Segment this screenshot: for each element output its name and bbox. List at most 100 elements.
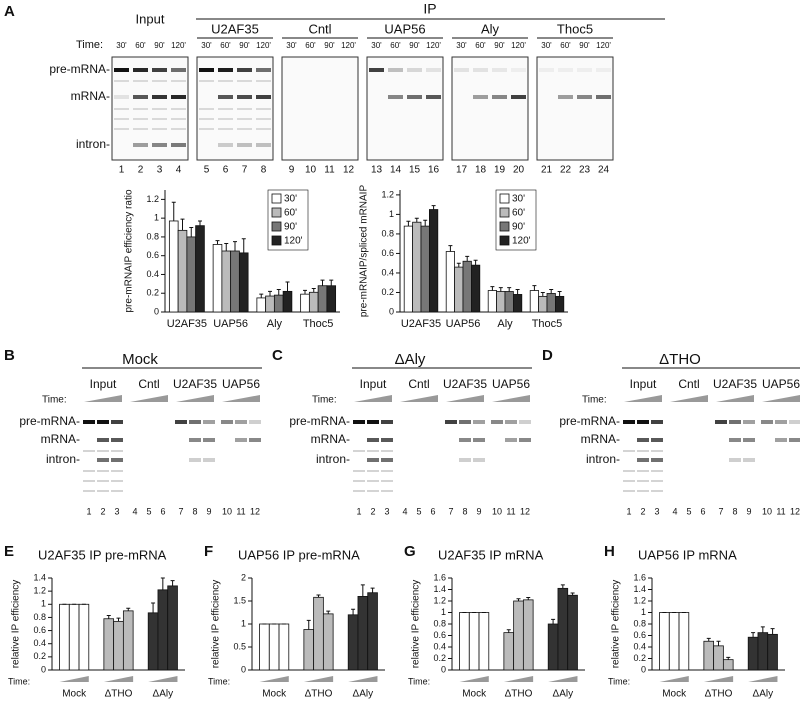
legend-label: 120' [512, 236, 531, 247]
error-bar [171, 201, 176, 221]
faint-band [97, 490, 109, 492]
lane-number: 12 [343, 165, 355, 176]
time-wedge [670, 395, 708, 402]
group-label: UAP56 [762, 377, 800, 391]
bar [678, 612, 690, 671]
bar [555, 295, 565, 313]
y-tick-label: 0.6 [433, 630, 446, 640]
faint-band [83, 490, 95, 492]
time-label: Time: [8, 676, 30, 686]
time-label: Time: [208, 676, 230, 686]
band [189, 458, 201, 462]
band [114, 68, 129, 72]
group-label: U2AF35 [211, 21, 259, 36]
error-bar [490, 286, 495, 291]
faint-band [651, 480, 663, 482]
y-axis-label: relative IP efficiency [411, 580, 422, 669]
faint-band [623, 480, 635, 482]
lane-number: 24 [598, 165, 610, 176]
bar [278, 623, 290, 671]
group-label: UAP56 [384, 21, 425, 36]
lane-number: 13 [371, 165, 383, 176]
error-bar [516, 598, 521, 601]
time-wedge [148, 676, 178, 682]
faint-band [218, 80, 233, 82]
y-tick-label: 1 [41, 599, 46, 609]
band [492, 68, 507, 72]
time-wedge [354, 395, 392, 402]
legend-swatch [499, 193, 510, 204]
band [203, 420, 215, 424]
error-bar [526, 597, 531, 600]
faint-band [111, 490, 123, 492]
faint-band [133, 80, 148, 82]
faint-band [651, 470, 663, 472]
time-tick: 120' [426, 41, 441, 50]
error-bar [570, 592, 575, 596]
lane-number: 12 [250, 506, 260, 516]
time-wedge [762, 395, 800, 402]
error-bar [326, 610, 331, 614]
bar [78, 603, 90, 671]
panel-letter: H [604, 543, 615, 560]
error-bar [320, 279, 325, 286]
time-wedge [659, 676, 689, 682]
error-bar [268, 290, 272, 297]
faint-band [152, 118, 167, 120]
band [388, 95, 403, 99]
bar [147, 612, 159, 671]
lane-number: 2 [138, 165, 144, 176]
y-tick-label: 0.6 [633, 630, 646, 640]
faint-band [637, 450, 649, 452]
y-tick-label: 0.2 [433, 653, 446, 663]
bar [68, 603, 80, 671]
error-bar [303, 289, 307, 295]
row-label: pre-mRNA- [19, 414, 80, 428]
lane-number: 4 [176, 165, 182, 176]
band [743, 438, 755, 442]
band [743, 420, 755, 424]
error-bar [414, 217, 419, 223]
faint-band [237, 118, 252, 120]
band [789, 420, 800, 424]
band [407, 68, 422, 72]
row-label: pre-mRNA- [289, 414, 350, 428]
time-tick: 90' [154, 41, 165, 50]
x-tick-label: UAP56 [213, 318, 248, 330]
group-label: U2AF35 [713, 377, 757, 391]
band [133, 95, 148, 99]
time-wedge [503, 676, 534, 682]
lane-number: 3 [157, 165, 163, 176]
group-label: Thoc5 [557, 21, 593, 36]
gel-box [281, 56, 359, 161]
band [492, 95, 507, 99]
faint-band [133, 108, 148, 110]
y-tick-label: 0.8 [633, 618, 646, 628]
band [235, 420, 247, 424]
ip-label: IP [423, 1, 436, 17]
band [111, 438, 123, 442]
time-tick: 60' [390, 41, 401, 50]
row-label: mRNA- [71, 89, 110, 103]
time-label: Time: [76, 39, 103, 51]
chart-title: UAP56 IP mRNA [638, 547, 737, 562]
band [789, 438, 800, 442]
band [491, 420, 503, 424]
faint-band [218, 118, 233, 120]
band [235, 438, 247, 442]
lane-number: 11 [506, 506, 515, 516]
time-tick: 120' [171, 41, 186, 50]
group-label: Input [630, 377, 657, 391]
lane-number: 4 [672, 506, 677, 516]
faint-band [256, 108, 271, 110]
band [203, 438, 215, 442]
bar [538, 295, 548, 313]
lane-number: 15 [409, 165, 421, 176]
error-bar [215, 240, 220, 245]
bar [557, 587, 569, 671]
y-tick-label: 1.4 [33, 572, 46, 582]
y-tick-label: 0.8 [433, 618, 446, 628]
error-bar [311, 288, 316, 293]
bar [259, 623, 270, 671]
